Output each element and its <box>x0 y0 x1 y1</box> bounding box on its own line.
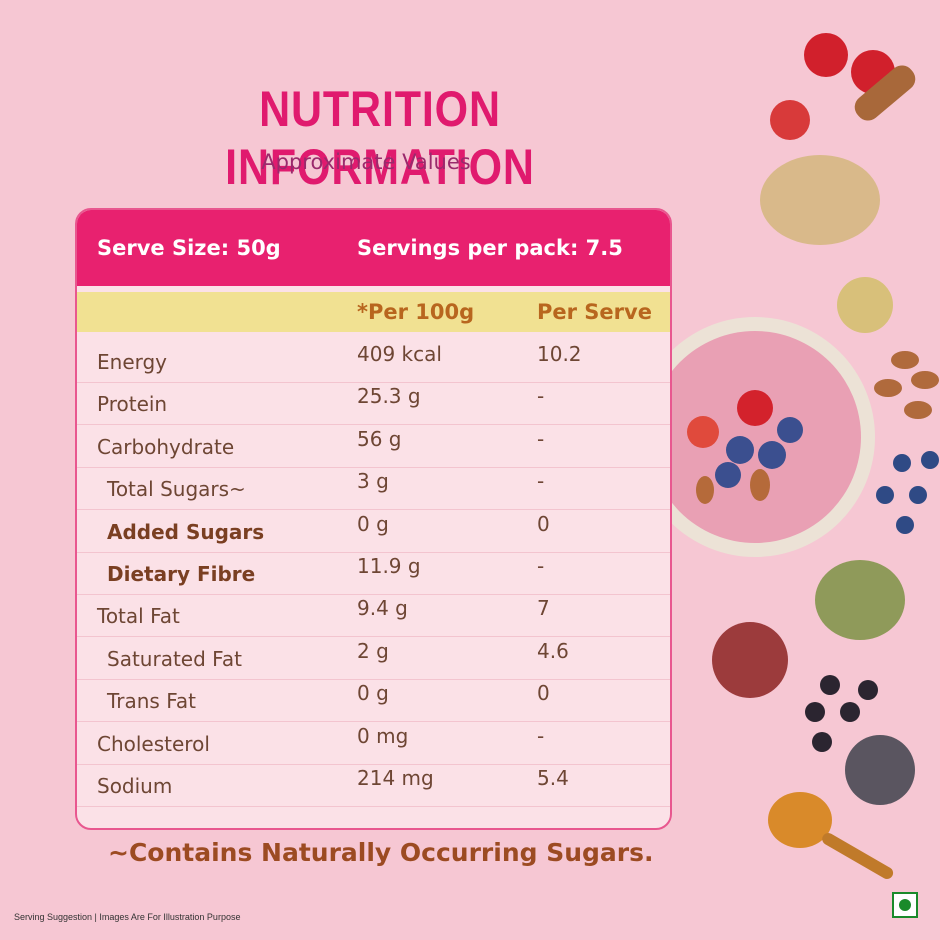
amount: 3 g <box>357 469 389 494</box>
nutrient: Energy <box>97 350 168 374</box>
nutrient: Total Sugars~ <box>107 477 246 502</box>
table-row: Saturated Fat 2 g 4.6 <box>77 637 670 680</box>
amount: 0 g <box>357 511 389 536</box>
table-row: Dietary Fibre 11.9 g - <box>77 552 670 595</box>
column-label: *Per 100g <box>357 300 475 324</box>
servings: Servings per pack: 7.5 <box>357 236 623 260</box>
table-header: Serve Size: 50g Servings per pack: 7.5 <box>77 210 670 286</box>
table-row: Protein 25.3 g - <box>77 382 670 426</box>
amount: 2 g <box>357 638 389 663</box>
amount: 4.6 <box>537 638 569 663</box>
table-row: Cholesterol 0 mg - <box>77 722 670 765</box>
veg-mark <box>892 892 918 918</box>
table-row: Added Sugars 0 g 0 <box>77 510 670 553</box>
column-label: Per Serve <box>537 300 652 324</box>
amount: 0 <box>537 511 550 536</box>
table-row: Sodium 214 mg 5.4 <box>77 764 670 807</box>
nutrient: Dietary Fibre <box>107 562 256 586</box>
amount: 0 <box>537 681 550 706</box>
amount: - <box>537 723 545 748</box>
amount: - <box>537 384 545 409</box>
porridge <box>649 331 861 543</box>
amount: 10.2 <box>537 342 582 366</box>
nutrition-table: Serve Size: 50g Servings per pack: 7.5 *… <box>75 208 672 830</box>
table-row: Carbohydrate 56 g - <box>77 425 670 468</box>
nutrient: Protein <box>97 392 168 417</box>
amount: 409 kcal <box>357 342 442 366</box>
amount: 25.3 g <box>357 384 421 409</box>
footnote: ~Contains Naturally Occurring Sugars. <box>108 838 654 867</box>
amount: 7 <box>537 596 550 621</box>
amount: 9.4 g <box>357 596 408 621</box>
amount: - <box>537 426 545 451</box>
subtitle: Approximate Values <box>261 150 471 174</box>
disclaimer: Serving Suggestion | Images Are For Illu… <box>14 912 241 922</box>
nutrient: Added Sugars <box>107 519 265 544</box>
amount: - <box>537 554 545 578</box>
nutrient: Trans Fat <box>107 689 196 714</box>
table-row: Trans Fat 0 g 0 <box>77 679 670 723</box>
amount: - <box>537 469 545 494</box>
amount: 0 g <box>357 681 389 706</box>
amount: 0 mg <box>357 723 409 748</box>
nutrient: Saturated Fat <box>107 646 242 671</box>
table-row: Energy 409 kcal 10.2 <box>77 340 670 383</box>
nutrient: Total Fat <box>97 604 180 629</box>
serve-size: Serve Size: 50g <box>97 236 281 260</box>
amount: 214 mg <box>357 766 434 790</box>
nutrient: Sodium <box>97 774 173 798</box>
nutrient: Cholesterol <box>97 731 210 756</box>
table-row: Total Fat 9.4 g 7 <box>77 594 670 638</box>
amount: 56 g <box>357 426 402 451</box>
column-header: *Per 100g Per Serve <box>77 292 670 332</box>
nutrient: Carbohydrate <box>97 434 235 459</box>
title: Nutrition Information <box>225 81 535 195</box>
table-row: Total Sugars~ 3 g - <box>77 467 670 511</box>
amount: 5.4 <box>537 766 569 790</box>
amount: 11.9 g <box>357 554 421 578</box>
